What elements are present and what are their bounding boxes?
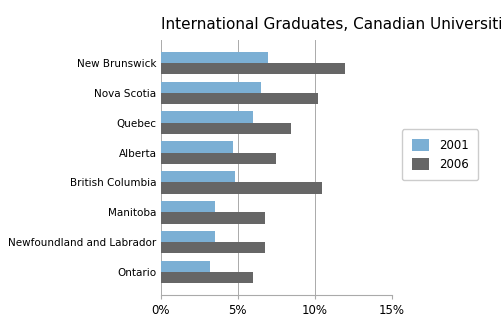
Bar: [160, 123, 291, 134]
Bar: [160, 82, 260, 93]
Bar: [160, 212, 265, 223]
Bar: [160, 93, 317, 104]
Bar: [160, 112, 253, 123]
Bar: [160, 272, 253, 283]
Bar: [160, 183, 322, 194]
Bar: [160, 141, 232, 152]
Bar: [160, 171, 234, 183]
Bar: [160, 152, 276, 164]
Bar: [160, 201, 214, 212]
Bar: [160, 261, 209, 272]
Bar: [160, 52, 268, 63]
Bar: [160, 242, 265, 253]
Text: International Graduates, Canadian Universities, 2001 & 2006: International Graduates, Canadian Univer…: [160, 17, 501, 32]
Bar: [160, 63, 345, 74]
Bar: [160, 231, 214, 242]
Legend: 2001, 2006: 2001, 2006: [401, 129, 477, 180]
